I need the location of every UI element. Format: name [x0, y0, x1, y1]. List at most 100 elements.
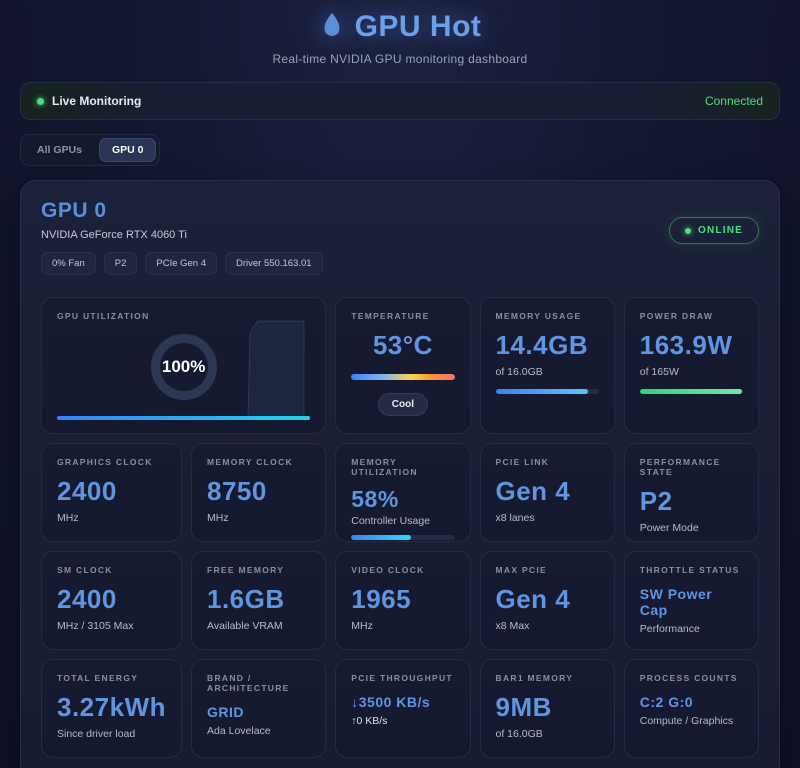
memory-utilization-sub: Controller Usage [351, 515, 431, 527]
memory-usage-progress-fill [495, 389, 589, 394]
card-free-memory: FREE MEMORY 1.6GB Available VRAM [191, 551, 327, 650]
utilization-progress-bar [57, 416, 311, 420]
online-status-badge: ONLINE [669, 217, 759, 244]
graphics-clock-value: 2400 [57, 476, 117, 506]
power-draw-label: POWER DRAW [639, 311, 714, 321]
memory-utilization-value: 58% [351, 486, 399, 512]
card-pcie-throughput: PCIE THROUGHPUT ↓3500 KB/s ↑0 KB/s [335, 659, 471, 758]
card-performance-state: PERFORMANCE STATE P2 Power Mode [623, 443, 759, 542]
throttle-status-sub: Performance [639, 623, 700, 635]
bar1-memory-label: BAR1 MEMORY [495, 673, 574, 683]
free-memory-label: FREE MEMORY [207, 565, 285, 575]
card-memory-utilization: MEMORY UTILIZATION 58% Controller Usage [335, 443, 471, 542]
max-pcie-sub: x8 Max [495, 620, 530, 632]
card-power-draw: POWER DRAW 163.9W of 165W [623, 297, 759, 434]
sm-clock-sub: MHz / 3105 Max [57, 620, 134, 632]
pcie-gen-badge: PCIe Gen 4 [145, 252, 218, 275]
fan-badge: 0% Fan [41, 252, 96, 275]
card-throttle-status: THROTTLE STATUS SW Power Cap Performance [623, 551, 759, 650]
card-memory-clock: MEMORY CLOCK 8750 MHz [191, 443, 327, 542]
memory-clock-value: 8750 [207, 476, 267, 506]
temperature-value: 53°C [372, 330, 433, 360]
sm-clock-label: SM CLOCK [57, 565, 113, 575]
memory-clock-label: MEMORY CLOCK [207, 457, 293, 467]
free-memory-sub: Available VRAM [207, 620, 283, 632]
memory-utilization-progress-fill [351, 535, 412, 540]
card-brand-architecture: BRAND / ARCHITECTURE GRID Ada Lovelace [191, 659, 327, 758]
temperature-label: TEMPERATURE [351, 311, 430, 321]
pcie-throughput-rx-value: ↓3500 KB/s [351, 694, 431, 710]
brand-architecture-sub: Ada Lovelace [207, 725, 271, 737]
tab-all-gpus[interactable]: All GPUs [37, 144, 82, 156]
max-pcie-value: Gen 4 [495, 584, 571, 614]
driver-badge: Driver 550.163.01 [225, 252, 323, 275]
tab-gpu-0[interactable]: GPU 0 [98, 138, 157, 162]
app-header: GPU Hot Real-time NVIDIA GPU monitoring … [0, 0, 800, 66]
card-sm-clock: SM CLOCK 2400 MHz / 3105 Max [41, 551, 182, 650]
online-label: ONLINE [698, 225, 743, 236]
total-energy-value: 3.27kWh [57, 692, 166, 722]
temperature-state-badge: Cool [377, 393, 428, 416]
memory-clock-sub: MHz [207, 512, 229, 524]
pcie-throughput-label: PCIE THROUGHPUT [351, 673, 453, 683]
process-counts-sub: Compute / Graphics [639, 715, 734, 727]
memory-utilization-progress-track [351, 535, 455, 540]
live-monitoring-label: Live Monitoring [52, 94, 142, 108]
graphics-clock-label: GRAPHICS CLOCK [57, 457, 153, 467]
pcie-throughput-tx-value: ↑0 KB/s [351, 715, 388, 727]
metric-grid: GPU UTILIZATION 100% TEMPERATURE 53°C Co… [41, 297, 759, 758]
performance-state-label: PERFORMANCE STATE [639, 457, 721, 477]
card-memory-usage: MEMORY USAGE 14.4GB of 16.0GB [479, 297, 615, 434]
card-process-counts: PROCESS COUNTS C:2 G:0 Compute / Graphic… [623, 659, 759, 758]
card-max-pcie: MAX PCIE Gen 4 x8 Max [479, 551, 615, 650]
process-counts-label: PROCESS COUNTS [639, 673, 738, 683]
bar1-memory-value: 9MB [495, 692, 552, 722]
sm-clock-value: 2400 [57, 584, 117, 614]
pstate-badge: P2 [103, 252, 138, 275]
power-draw-progress-fill [639, 389, 742, 394]
card-graphics-clock: GRAPHICS CLOCK 2400 MHz [41, 443, 182, 542]
max-pcie-label: MAX PCIE [495, 565, 547, 575]
memory-usage-value: 14.4GB [495, 330, 589, 360]
utilization-value: 100% [161, 357, 206, 376]
throttle-status-label: THROTTLE STATUS [639, 565, 740, 575]
total-energy-sub: Since driver load [57, 728, 136, 740]
gpu-tabs: All GPUs GPU 0 [20, 134, 161, 166]
gpu-panel-title: GPU 0 [41, 199, 107, 222]
performance-state-value: P2 [639, 486, 673, 516]
brand-architecture-value: GRID [207, 704, 244, 720]
card-total-energy: TOTAL ENERGY 3.27kWh Since driver load [41, 659, 182, 758]
card-video-clock: VIDEO CLOCK 1965 MHz [335, 551, 471, 650]
video-clock-sub: MHz [351, 620, 373, 632]
page-title: GPU Hot [354, 10, 482, 43]
live-status-dot-icon [37, 97, 44, 105]
live-monitoring-bar: Live Monitoring Connected [20, 82, 780, 120]
utilization-gauge: 100% [150, 334, 217, 400]
memory-usage-label: MEMORY USAGE [495, 311, 582, 321]
online-dot-icon [685, 227, 692, 234]
process-counts-value: C:2 G:0 [639, 694, 694, 710]
gpu-0-panel: GPU 0 NVIDIA GeForce RTX 4060 Ti 0% Fan … [20, 180, 780, 768]
temperature-gradient-bar [351, 374, 455, 380]
gpu-utilization-label: GPU UTILIZATION [57, 311, 150, 321]
video-clock-value: 1965 [351, 584, 412, 614]
total-energy-label: TOTAL ENERGY [57, 673, 139, 683]
utilization-history-sparkline [242, 320, 305, 419]
pcie-link-label: PCIE LINK [495, 457, 550, 467]
memory-usage-sub: of 16.0GB [495, 366, 543, 378]
card-pcie-link: PCIE LINK Gen 4 x8 lanes [479, 443, 615, 542]
card-gpu-utilization: GPU UTILIZATION 100% [41, 297, 327, 434]
video-clock-label: VIDEO CLOCK [351, 565, 425, 575]
card-temperature: TEMPERATURE 53°C Cool [335, 297, 471, 434]
pcie-link-value: Gen 4 [495, 476, 571, 506]
page-subtitle: Real-time NVIDIA GPU monitoring dashboar… [272, 52, 528, 66]
performance-state-sub: Power Mode [639, 522, 699, 534]
memory-utilization-label: MEMORY UTILIZATION [351, 457, 418, 477]
throttle-status-value: SW Power Cap [639, 586, 713, 618]
power-draw-progress-track [639, 389, 743, 394]
brand-architecture-label: BRAND / ARCHITECTURE [207, 673, 290, 693]
gpu-model-name: NVIDIA GeForce RTX 4060 Ti [41, 229, 187, 241]
power-draw-sub: of 165W [639, 366, 679, 378]
power-draw-value: 163.9W [639, 330, 733, 360]
graphics-clock-sub: MHz [57, 512, 79, 524]
